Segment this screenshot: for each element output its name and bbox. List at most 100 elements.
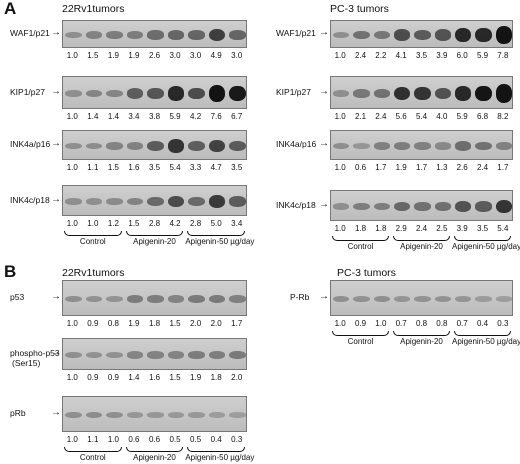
b-left-band-1-2 xyxy=(106,351,123,359)
a-right-band-2-5 xyxy=(434,142,451,150)
a-left-value-0-1: 1.5 xyxy=(87,51,99,60)
panel-a-letter: A xyxy=(4,0,17,18)
a-right-band-1-1 xyxy=(353,89,370,98)
a-left-value-2-2: 1.5 xyxy=(107,163,119,172)
a-left-band-0-2 xyxy=(106,30,123,39)
a-right-group-bracket-0 xyxy=(332,236,389,241)
b-left-value-0-2: 0.8 xyxy=(107,319,119,328)
b-left-value-2-3: 0.6 xyxy=(128,435,140,444)
b-left-value-2-5: 0.5 xyxy=(169,435,181,444)
a-right-value-1-4: 5.4 xyxy=(415,112,428,121)
a-left-group-label-0: Control xyxy=(79,237,106,246)
a-right-label-3: INK4c/p18 xyxy=(276,199,316,210)
b-left-band-1-3 xyxy=(126,351,144,359)
a-right-group-label-1: Apigenin-20 xyxy=(400,242,443,251)
b-right-group-label-0: Control xyxy=(347,337,374,346)
b-left-band-2-7 xyxy=(208,412,226,418)
b-right-value-0-3: 0.7 xyxy=(395,319,407,328)
b-right-band-0-1 xyxy=(353,295,370,303)
b-left-band-1-0 xyxy=(65,351,82,359)
a-left-value-0-0: 1.0 xyxy=(66,51,78,60)
a-right-label-1: KIP1/p27 xyxy=(276,86,311,97)
a-left-band-2-2 xyxy=(106,142,123,150)
b-left-value-2-4: 0.6 xyxy=(148,435,161,444)
a-right-band-1-5 xyxy=(434,87,451,100)
a-right-group-bracket-2 xyxy=(454,236,511,241)
b-left-band-0-6 xyxy=(188,294,205,304)
a-right-arrow-icon-1: → xyxy=(319,85,329,97)
panel-b-letter: B xyxy=(4,262,17,281)
a-right-band-2-8 xyxy=(495,142,512,150)
a-right-value-2-5: 1.3 xyxy=(436,163,448,172)
b-left-value-0-1: 0.9 xyxy=(87,319,99,328)
a-left-value-2-7: 4.7 xyxy=(210,163,222,172)
a-left-value-0-3: 1.9 xyxy=(128,51,140,60)
b-left-band-0-3 xyxy=(126,294,144,303)
a-right-value-2-2: 1.7 xyxy=(375,163,387,172)
b-left-label-1: phospho-p53 xyxy=(10,348,60,358)
a-right-band-0-0 xyxy=(333,31,350,39)
b-right-band-0-7 xyxy=(475,296,492,302)
a-right-band-0-6 xyxy=(455,27,472,43)
a-left-value-1-3: 3.4 xyxy=(128,112,140,121)
b-right-value-0-1: 0.9 xyxy=(354,319,367,328)
b-left-band-2-8 xyxy=(229,412,246,418)
a-left-band-2-6 xyxy=(188,140,205,152)
a-left-band-3-5 xyxy=(167,195,185,208)
a-left-value-3-1: 1.0 xyxy=(87,219,99,228)
b-left-value-2-0: 1.0 xyxy=(66,435,78,444)
b-left-arrow-icon-2: → xyxy=(51,407,61,418)
b-left-band-1-5 xyxy=(167,351,185,359)
a-right-value-3-2: 1.8 xyxy=(375,224,387,233)
a-left-value-0-5: 3.0 xyxy=(169,51,181,60)
b-left-value-1-8: 2.0 xyxy=(231,373,243,382)
b-left-blot-0 xyxy=(62,280,247,316)
b-left-value-2-8: 0.3 xyxy=(231,435,243,444)
b-right-band-0-8 xyxy=(495,296,512,302)
a-right-value-0-0: 1.0 xyxy=(334,51,346,60)
a-right-band-0-2 xyxy=(373,30,390,40)
a-right-band-1-0 xyxy=(333,90,350,97)
a-right-band-3-3 xyxy=(394,201,411,212)
a-right-band-1-3 xyxy=(394,86,411,101)
b-left-band-1-4 xyxy=(147,351,164,359)
a-left-band-3-2 xyxy=(106,198,123,205)
a-right-value-3-5: 2.5 xyxy=(436,224,448,233)
b-right-band-0-5 xyxy=(434,295,451,303)
a-left-band-1-4 xyxy=(147,87,164,100)
a-left-value-1-5: 5.9 xyxy=(169,112,181,121)
a-right-group-label-0: Control xyxy=(347,242,374,251)
a-left-band-1-7 xyxy=(208,84,226,103)
a-left-group-bracket-0 xyxy=(64,231,122,236)
a-right-value-3-1: 1.8 xyxy=(354,224,367,233)
b-left-blot-2 xyxy=(62,396,247,432)
b-left-band-1-7 xyxy=(208,351,226,359)
a-right-value-3-8: 5.4 xyxy=(497,224,509,233)
a-right-value-2-8: 1.7 xyxy=(497,163,509,172)
b-left-value-0-8: 1.7 xyxy=(231,319,243,328)
a-right-band-1-6 xyxy=(455,86,472,101)
a-left-blot-1 xyxy=(62,76,247,109)
a-left-band-3-8 xyxy=(229,196,246,207)
b-left-band-2-0 xyxy=(65,411,82,419)
b-left-band-1-6 xyxy=(188,350,205,359)
a-right-value-1-0: 1.0 xyxy=(334,112,346,121)
a-left-arrow-icon-0: → xyxy=(51,27,61,38)
a-left-value-3-4: 2.8 xyxy=(148,219,161,228)
a-left-value-1-8: 6.7 xyxy=(231,112,243,121)
a-right-value-0-3: 4.1 xyxy=(395,51,407,60)
a-left-band-3-7 xyxy=(208,195,226,208)
a-right-band-3-6 xyxy=(455,200,472,213)
a-left-band-2-8 xyxy=(229,140,246,152)
a-left-label-1: KIP1/p27 xyxy=(10,86,45,97)
a-right-value-0-5: 3.9 xyxy=(436,51,448,60)
a-left-band-1-2 xyxy=(106,89,123,98)
a-right-band-0-8 xyxy=(495,26,512,44)
b-right-group-bracket-2 xyxy=(454,331,511,336)
b-left-band-0-8 xyxy=(229,295,246,303)
b-right-value-0-5: 0.8 xyxy=(436,319,448,328)
a-left-band-0-0 xyxy=(65,31,82,39)
a-left-value-3-6: 2.8 xyxy=(190,219,202,228)
a-left-value-1-7: 7.6 xyxy=(210,112,222,121)
b-left-value-1-4: 1.6 xyxy=(148,373,161,382)
